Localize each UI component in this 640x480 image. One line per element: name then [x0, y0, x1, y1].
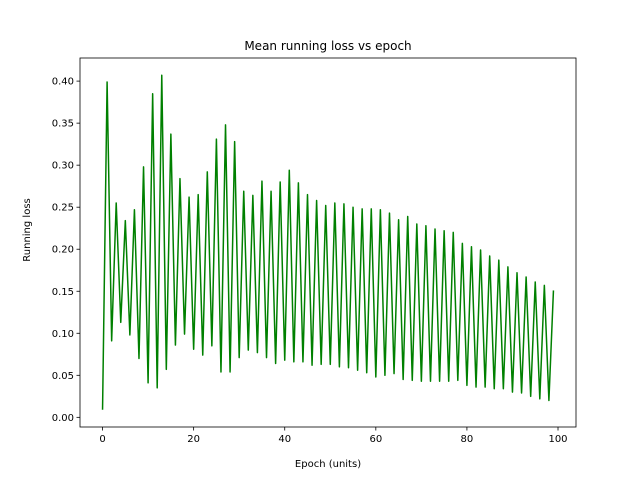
- x-axis-label: Epoch (units): [295, 459, 361, 470]
- y-axis-label: Running loss: [22, 198, 33, 261]
- y-tick-label: 0.15: [52, 287, 74, 298]
- plot-area: [101, 74, 555, 410]
- axes: 0 20 40 60 80 100 0.00 0.05 0.10 0.15 0.20 0.25 0.30…: [52, 57, 577, 445]
- y-tick-label: 0.30: [52, 161, 74, 172]
- x-tick-label: 20: [187, 434, 200, 445]
- x-tick-label: 40: [278, 434, 291, 445]
- y-tick-label: 0.35: [52, 119, 74, 130]
- series-line-0: [101, 74, 555, 410]
- chart-title: Mean running loss vs epoch: [244, 39, 411, 53]
- y-tick-label: 0.05: [52, 371, 74, 382]
- x-tick-label: 100: [548, 434, 567, 445]
- y-tick-label: 0.40: [52, 77, 74, 88]
- axes-frame: [79, 57, 577, 428]
- y-tick-label: 0.20: [52, 245, 74, 256]
- x-tick-label: 0: [99, 434, 105, 445]
- y-tick-label: 0.25: [52, 203, 74, 214]
- x-tick-label: 60: [369, 434, 382, 445]
- y-tick-label: 0.00: [52, 413, 74, 424]
- x-tick-label: 80: [461, 434, 474, 445]
- y-tick-label: 0.10: [52, 329, 74, 340]
